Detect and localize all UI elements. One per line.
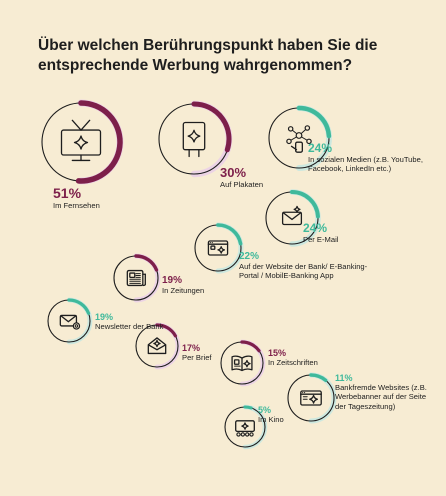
touchpoint-value: 15%	[268, 348, 287, 358]
touchpoint-name: Im Fernsehen	[53, 201, 100, 210]
gauge-value-arc	[296, 105, 332, 139]
gauge-value-arc	[67, 298, 91, 315]
gauge-value-arc	[309, 373, 328, 382]
touchpoint-label-0: 51% Im Fernsehen	[53, 185, 163, 211]
touchpoint-gauge-9	[287, 372, 337, 424]
cinema-icon	[235, 420, 255, 437]
touchpoint-value: 24%	[308, 141, 333, 155]
newsletter-icon	[59, 314, 81, 330]
social-media-icon	[286, 125, 312, 153]
touchpoint-gauge-0	[41, 99, 124, 185]
touchpoint-label-3: 24% Per E-Mail	[303, 221, 403, 245]
gauge-value-arc	[134, 254, 159, 272]
touchpoint-label-5: 19% In Zeitungen	[162, 275, 242, 295]
billboard-icon	[182, 121, 206, 158]
touchpoint-value: 30%	[220, 165, 247, 180]
touchpoint-gauge-3	[265, 189, 321, 247]
touchpoint-name: Auf Plakaten	[220, 180, 264, 189]
gauge-value-arc	[155, 323, 178, 338]
touchpoint-name: Newsletter der Bank	[95, 322, 164, 331]
touchpoint-gauge-7	[135, 322, 181, 370]
touchpoint-value: 5%	[258, 405, 272, 415]
touchpoint-name: In Zeitschriften	[268, 358, 318, 367]
touchpoint-label-2: 24% In sozialen Medien (z.B. YouTube, Fac…	[308, 142, 428, 174]
touchpoint-label-9: 11% Bankfremde Websites (z.B. Werbebanner…	[335, 373, 435, 411]
touchpoint-value: 24%	[303, 221, 328, 235]
touchpoint-value: 17%	[182, 343, 201, 353]
touchpoint-gauge-4	[194, 222, 244, 274]
touchpoint-gauge-2	[268, 105, 332, 171]
magazine-icon	[231, 355, 253, 372]
gauge-track	[190, 100, 233, 178]
chart-title: Über welchen Berührungspunkt haben Sie d…	[38, 37, 378, 74]
touchpoint-label-10: 5% Im Kino	[258, 405, 318, 424]
touchpoint-value: 19%	[162, 275, 183, 286]
touchpoint-label-6: 19% Newsletter der Bank	[95, 312, 175, 331]
touchpoint-gauge-8	[220, 339, 266, 387]
bank-website-icon	[207, 240, 229, 256]
touchpoint-label-1: 30% Auf Plakaten	[220, 165, 300, 190]
external-website-icon	[300, 390, 322, 406]
touchpoint-label-8: 15% In Zeitschriften	[268, 348, 368, 367]
newspaper-icon	[126, 269, 146, 287]
touchpoint-name: Auf der Website der Bank/ E-Banking-Port…	[239, 262, 368, 281]
touchpoint-gauge-10	[224, 404, 268, 450]
touchpoint-value: 11%	[335, 373, 353, 383]
touchpoint-value: 22%	[239, 251, 260, 262]
tv-icon	[60, 119, 102, 162]
letter-icon	[147, 337, 167, 355]
touchpoint-gauge-5	[113, 253, 161, 303]
touchpoint-name: In sozialen Medien (z.B. YouTube, Facebo…	[308, 155, 423, 174]
touchpoint-gauge-6	[47, 297, 93, 345]
touchpoint-name: Bankfremde Websites (z.B. Werbebanner au…	[335, 383, 427, 411]
touchpoint-name: In Zeitungen	[162, 286, 205, 295]
touchpoint-value: 19%	[95, 312, 114, 322]
touchpoint-gauge-1	[158, 100, 233, 178]
gauge-value-arc	[75, 100, 123, 184]
touchpoint-label-7: 17% Per Brief	[182, 343, 262, 362]
gauge-value-arc	[191, 101, 232, 153]
touchpoint-name: Per Brief	[182, 353, 212, 362]
gauge-track	[133, 253, 161, 303]
gauge-value-arc	[243, 405, 253, 410]
email-icon	[281, 205, 303, 226]
touchpoint-value: 51%	[53, 185, 82, 201]
touchpoint-name: Per E-Mail	[303, 235, 339, 244]
gauge-track	[66, 297, 93, 345]
touchpoint-label-4: 22% Auf der Website der Bank/ E-Banking-P…	[239, 251, 369, 281]
gauge-value-arc	[240, 340, 261, 353]
gauge-value-arc	[290, 190, 320, 219]
gauge-value-arc	[216, 223, 243, 246]
touchpoint-name: Im Kino	[258, 415, 284, 424]
